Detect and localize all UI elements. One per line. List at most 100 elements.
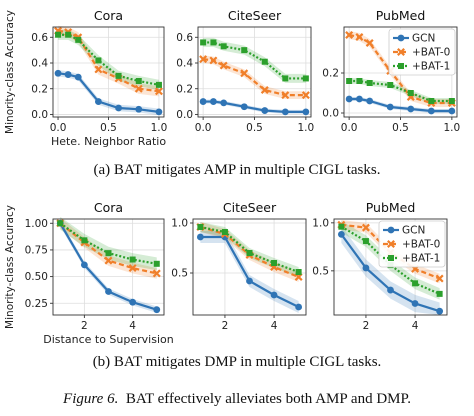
data-point-bat-0 xyxy=(199,55,208,64)
subplot-a-citeseer: 0.0 0.2 0.4 0.6 0.0 0.5 1.0 CiteSeer xyxy=(176,8,314,134)
y-axis-label: Minority-class Accuracy xyxy=(3,205,16,329)
data-point-bat-1 xyxy=(295,269,302,275)
subplot-title: CiteSeer xyxy=(223,200,277,215)
data-point-bat-1 xyxy=(220,43,227,50)
y-tick-label: 0.2 xyxy=(31,83,48,95)
x-tick-label: 2 xyxy=(222,320,229,332)
plot-frame xyxy=(52,218,165,316)
subplot-b-citeseer: 0.5 1.0 2 4 CiteSeer xyxy=(171,200,307,332)
data-point-bat-1 xyxy=(241,47,248,54)
data-point-bat-1 xyxy=(153,260,160,267)
data-point-bat-0 xyxy=(355,33,364,41)
data-point-gcn xyxy=(407,105,415,113)
y-tick-label: 0.6 xyxy=(176,32,193,44)
y-tick-label: 0.75 xyxy=(25,245,48,257)
data-point-bat-1 xyxy=(362,238,369,245)
y-tick-label: 0.2 xyxy=(176,83,193,95)
data-point-bat-0 xyxy=(104,256,113,265)
y-tick-label: 0.6 xyxy=(31,32,48,44)
data-point-gcn xyxy=(281,108,289,116)
x-tick-label: 0.0 xyxy=(50,122,67,134)
data-point-gcn xyxy=(64,71,72,78)
x-tick-label: 0.0 xyxy=(341,122,358,134)
y-tick-label: 0.4 xyxy=(176,58,193,70)
data-point-gcn xyxy=(261,107,269,114)
confidence-band-bat-0 xyxy=(58,25,159,97)
data-point-bat-1 xyxy=(246,250,253,256)
data-point-bat-1 xyxy=(387,82,394,88)
data-point-gcn xyxy=(129,298,137,306)
data-point-gcn xyxy=(386,103,394,111)
data-point-bat-1 xyxy=(155,81,162,88)
data-point-bat-1 xyxy=(302,75,309,82)
figure-caption-text: BAT effectively alleviates both AMP and … xyxy=(125,391,411,407)
y-tick-label: 0.2 xyxy=(322,68,339,80)
subplot-title: Cora xyxy=(94,200,123,215)
y-tick-label: 0.0 xyxy=(176,109,193,121)
data-point-bat-1 xyxy=(115,72,122,79)
plot-frame xyxy=(192,218,307,316)
data-point-gcn xyxy=(246,277,253,285)
y-tick-label: 1.0 xyxy=(312,217,329,229)
data-point-bat-1 xyxy=(81,237,88,244)
plot-frame xyxy=(333,218,448,316)
data-point-bat-1 xyxy=(428,98,435,104)
legend: GCN +BAT-0 +BAT-1 xyxy=(388,28,456,76)
x-tick-label: 0.5 xyxy=(246,122,263,134)
x-tick-label: 2 xyxy=(363,320,370,332)
data-point-gcn xyxy=(199,98,207,105)
x-tick-label: 2 xyxy=(81,320,88,332)
data-point-bat-0 xyxy=(209,56,218,65)
data-point-bat-0 xyxy=(128,264,137,273)
data-point-bat-1 xyxy=(338,223,345,230)
data-point-gcn xyxy=(448,107,456,115)
legend-marker xyxy=(398,63,404,69)
x-tick-label: 1.0 xyxy=(151,122,168,134)
data-point-gcn xyxy=(153,306,161,314)
data-point-bat-0 xyxy=(365,39,374,47)
caption-row-b: (b) BAT mitigates DMP in multiple CIGL t… xyxy=(92,354,382,370)
data-point-bat-0 xyxy=(134,84,143,93)
data-point-gcn xyxy=(80,261,88,269)
data-point-bat-1 xyxy=(210,39,217,46)
data-point-bat-0 xyxy=(154,87,163,96)
data-point-gcn xyxy=(196,233,204,241)
y-tick-label: 0.5 xyxy=(171,268,188,280)
legend-label: +BAT-1 xyxy=(402,253,440,265)
caption-row-a: (a) BAT mitigates AMP in multiple CIGL t… xyxy=(93,162,381,178)
confidence-band-gcn xyxy=(349,97,452,113)
data-point-gcn xyxy=(95,98,102,105)
data-point-bat-1 xyxy=(65,31,72,38)
figure-caption: Figure 6. BAT effectively alleviates bot… xyxy=(0,391,474,408)
subplot-title: CiteSeer xyxy=(228,8,282,23)
x-tick-label: 4 xyxy=(129,320,136,332)
data-point-gcn xyxy=(356,95,363,103)
data-point-gcn xyxy=(427,107,435,115)
confidence-band-bat-0 xyxy=(203,55,306,99)
data-point-gcn xyxy=(302,108,310,116)
data-point-gcn xyxy=(345,95,353,103)
data-point-gcn xyxy=(411,300,419,307)
data-point-gcn xyxy=(270,291,278,299)
legend-label: +BAT-0 xyxy=(402,239,440,251)
data-point-gcn xyxy=(436,307,444,315)
data-point-bat-0 xyxy=(345,31,354,39)
data-point-bat-1 xyxy=(366,80,373,86)
x-tick-label: 1.0 xyxy=(444,122,461,134)
data-point-bat-0 xyxy=(152,269,161,278)
x-tick-label: 0.0 xyxy=(195,122,212,134)
confidence-band-gcn xyxy=(341,225,440,315)
data-point-bat-0 xyxy=(301,91,310,100)
data-point-bat-1 xyxy=(271,260,278,266)
x-tick-label: 0.5 xyxy=(100,122,117,134)
data-point-bat-0 xyxy=(219,61,228,70)
data-point-gcn xyxy=(362,264,370,272)
data-point-gcn xyxy=(54,69,62,77)
legend-marker xyxy=(397,48,405,56)
x-tick-label: 0.5 xyxy=(392,122,409,134)
legend-marker xyxy=(387,240,395,248)
data-point-bat-1 xyxy=(197,224,204,230)
x-tick-label: 4 xyxy=(412,320,419,332)
y-tick-label: 0.0 xyxy=(31,109,48,121)
data-point-bat-1 xyxy=(282,75,289,82)
